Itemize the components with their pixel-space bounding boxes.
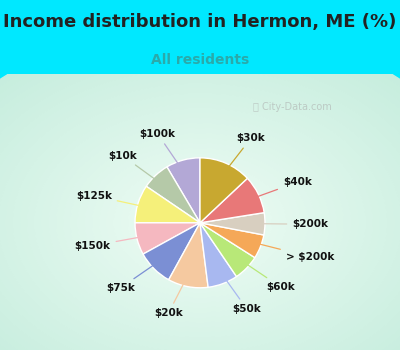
Circle shape xyxy=(27,103,373,342)
Circle shape xyxy=(171,203,229,243)
Text: $30k: $30k xyxy=(220,133,265,178)
Circle shape xyxy=(78,138,322,307)
Circle shape xyxy=(0,69,400,350)
Circle shape xyxy=(193,218,207,228)
Circle shape xyxy=(0,49,400,350)
Circle shape xyxy=(92,148,308,298)
Text: ⓘ City-Data.com: ⓘ City-Data.com xyxy=(253,102,331,112)
Circle shape xyxy=(121,168,279,278)
Circle shape xyxy=(142,183,258,262)
Circle shape xyxy=(114,163,286,282)
Circle shape xyxy=(164,198,236,248)
Circle shape xyxy=(49,118,351,327)
Wedge shape xyxy=(169,223,208,288)
Text: $75k: $75k xyxy=(106,258,165,293)
Text: > $200k: > $200k xyxy=(246,241,334,262)
Wedge shape xyxy=(135,186,200,223)
Wedge shape xyxy=(167,158,200,223)
Wedge shape xyxy=(200,223,255,276)
Circle shape xyxy=(0,83,400,350)
Circle shape xyxy=(186,213,214,233)
Circle shape xyxy=(70,133,330,313)
Text: $125k: $125k xyxy=(76,191,152,209)
Circle shape xyxy=(0,44,400,350)
Wedge shape xyxy=(146,167,200,223)
Wedge shape xyxy=(200,213,265,235)
Circle shape xyxy=(0,29,400,350)
Text: $50k: $50k xyxy=(218,269,261,314)
Circle shape xyxy=(0,64,400,350)
Circle shape xyxy=(0,34,400,350)
Wedge shape xyxy=(200,158,247,223)
Text: $20k: $20k xyxy=(154,271,190,318)
Text: $200k: $200k xyxy=(250,219,328,229)
Wedge shape xyxy=(200,178,264,223)
Circle shape xyxy=(135,178,265,268)
Text: $100k: $100k xyxy=(140,129,186,175)
Circle shape xyxy=(34,108,366,337)
Circle shape xyxy=(63,128,337,317)
Circle shape xyxy=(178,208,222,238)
Circle shape xyxy=(20,98,380,347)
Text: $10k: $10k xyxy=(108,150,166,187)
Text: $150k: $150k xyxy=(75,235,152,251)
Circle shape xyxy=(0,38,400,350)
Circle shape xyxy=(99,153,301,293)
Circle shape xyxy=(13,93,387,350)
Circle shape xyxy=(0,24,400,350)
Circle shape xyxy=(157,193,243,253)
Text: All residents: All residents xyxy=(151,53,249,67)
Circle shape xyxy=(0,78,400,350)
Text: $60k: $60k xyxy=(236,257,295,292)
Circle shape xyxy=(0,58,400,350)
Circle shape xyxy=(42,113,358,332)
Wedge shape xyxy=(200,223,236,287)
Circle shape xyxy=(150,188,250,258)
Text: Income distribution in Hermon, ME (%): Income distribution in Hermon, ME (%) xyxy=(3,13,397,30)
Circle shape xyxy=(6,89,394,350)
Wedge shape xyxy=(200,223,264,258)
Text: $40k: $40k xyxy=(245,177,312,201)
Circle shape xyxy=(85,143,315,302)
Wedge shape xyxy=(143,223,200,280)
Circle shape xyxy=(0,74,400,350)
Wedge shape xyxy=(135,223,200,254)
Circle shape xyxy=(56,123,344,322)
Circle shape xyxy=(0,54,400,350)
Circle shape xyxy=(106,158,294,287)
Circle shape xyxy=(128,173,272,273)
